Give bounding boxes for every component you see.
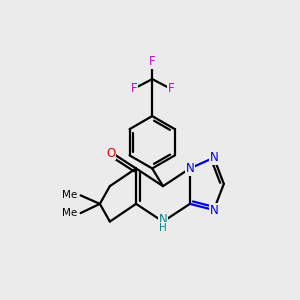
Text: Me: Me [62,208,77,218]
Text: N: N [209,203,218,217]
Text: F: F [167,82,174,95]
Text: Me: Me [62,190,77,200]
Text: F: F [130,82,137,95]
Text: N: N [186,162,194,175]
Text: O: O [106,146,115,160]
Text: H: H [159,223,167,233]
Text: N: N [209,151,218,164]
Text: F: F [149,55,155,68]
Text: N: N [159,213,167,226]
